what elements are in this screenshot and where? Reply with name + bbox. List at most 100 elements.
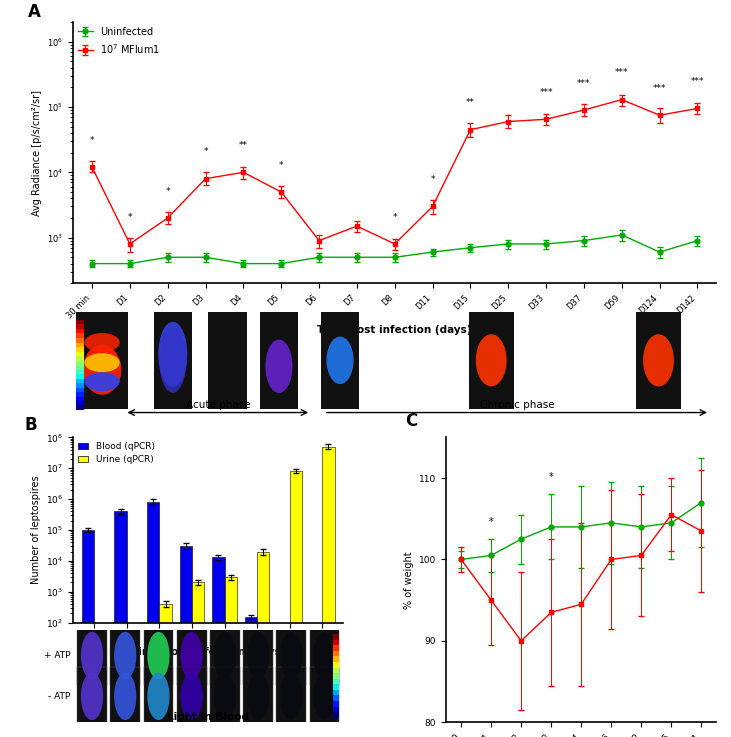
Bar: [333, 635, 339, 640]
Bar: [76, 320, 84, 324]
FancyBboxPatch shape: [276, 667, 306, 726]
Bar: [333, 651, 339, 657]
Ellipse shape: [83, 345, 121, 395]
Text: *: *: [279, 161, 284, 170]
Bar: [333, 662, 339, 668]
Bar: [333, 640, 339, 646]
Bar: [76, 324, 84, 329]
Bar: [192, 582, 205, 737]
Text: *: *: [549, 472, 553, 482]
Ellipse shape: [476, 334, 507, 386]
Text: C: C: [406, 412, 418, 430]
Text: *: *: [203, 147, 208, 156]
Ellipse shape: [327, 337, 354, 384]
Ellipse shape: [280, 673, 303, 720]
Ellipse shape: [247, 632, 269, 680]
Bar: [289, 471, 302, 737]
FancyBboxPatch shape: [210, 667, 240, 726]
Bar: [333, 712, 339, 718]
FancyBboxPatch shape: [77, 626, 107, 685]
FancyBboxPatch shape: [154, 312, 192, 409]
Bar: [76, 374, 84, 379]
Bar: [333, 696, 339, 701]
FancyBboxPatch shape: [177, 667, 206, 726]
Bar: [245, 617, 257, 737]
FancyBboxPatch shape: [310, 626, 339, 685]
Ellipse shape: [81, 673, 103, 720]
Text: *: *: [431, 175, 435, 184]
Bar: [333, 707, 339, 712]
Bar: [76, 392, 84, 397]
Bar: [147, 502, 159, 737]
Bar: [333, 701, 339, 707]
Ellipse shape: [213, 673, 236, 720]
FancyBboxPatch shape: [276, 626, 306, 685]
Bar: [76, 360, 84, 365]
FancyBboxPatch shape: [110, 626, 140, 685]
Bar: [333, 646, 339, 651]
Ellipse shape: [213, 632, 236, 680]
Bar: [76, 333, 84, 338]
Text: ***: ***: [577, 79, 591, 88]
FancyBboxPatch shape: [110, 667, 140, 726]
Bar: [76, 338, 84, 343]
Ellipse shape: [147, 632, 170, 680]
Text: + ATP: + ATP: [44, 651, 70, 660]
Ellipse shape: [147, 673, 170, 720]
Ellipse shape: [114, 632, 137, 680]
Ellipse shape: [314, 673, 336, 720]
Bar: [76, 397, 84, 401]
FancyBboxPatch shape: [243, 667, 273, 726]
Ellipse shape: [84, 353, 120, 372]
Bar: [76, 379, 84, 383]
Ellipse shape: [114, 673, 137, 720]
Legend: Blood (qPCR), Urine (qPCR): Blood (qPCR), Urine (qPCR): [77, 442, 155, 464]
Y-axis label: Avg Radiance [p/s/cm²/sr]: Avg Radiance [p/s/cm²/sr]: [31, 90, 42, 216]
Legend: Uninfected, 10$^7$ MFlum1: Uninfected, 10$^7$ MFlum1: [78, 27, 160, 55]
Bar: [76, 352, 84, 356]
Bar: [159, 604, 172, 737]
Ellipse shape: [280, 632, 303, 680]
Bar: [82, 530, 94, 737]
FancyBboxPatch shape: [210, 626, 240, 685]
Bar: [76, 365, 84, 369]
Text: *: *: [393, 212, 397, 222]
Ellipse shape: [643, 334, 674, 386]
FancyBboxPatch shape: [143, 667, 173, 726]
Text: *: *: [128, 212, 132, 222]
Ellipse shape: [314, 632, 336, 680]
Text: - ATP: - ATP: [48, 692, 70, 701]
Ellipse shape: [247, 673, 269, 720]
FancyBboxPatch shape: [260, 312, 298, 409]
Bar: [76, 388, 84, 392]
Ellipse shape: [159, 322, 187, 387]
FancyBboxPatch shape: [243, 626, 273, 685]
Y-axis label: Number of leptospires: Number of leptospires: [31, 475, 40, 584]
Bar: [76, 343, 84, 347]
FancyBboxPatch shape: [143, 626, 173, 685]
Bar: [76, 369, 84, 374]
Bar: [257, 551, 270, 737]
Text: ***: ***: [653, 84, 667, 93]
Text: Light in Blood: Light in Blood: [167, 712, 249, 722]
Text: ***: ***: [539, 88, 553, 97]
Text: *: *: [165, 186, 170, 195]
Bar: [333, 690, 339, 696]
FancyBboxPatch shape: [636, 312, 681, 409]
Text: A: A: [28, 3, 41, 21]
Ellipse shape: [181, 632, 202, 680]
Text: ***: ***: [615, 69, 629, 77]
FancyBboxPatch shape: [76, 312, 129, 409]
Bar: [76, 356, 84, 360]
FancyBboxPatch shape: [469, 312, 514, 409]
Text: Acute phase: Acute phase: [186, 400, 250, 411]
Bar: [76, 329, 84, 333]
FancyBboxPatch shape: [208, 312, 247, 409]
Ellipse shape: [159, 328, 186, 393]
Bar: [224, 577, 237, 737]
X-axis label: Time post infection (days): Time post infection (days): [317, 326, 472, 335]
Bar: [76, 405, 84, 411]
FancyBboxPatch shape: [310, 667, 339, 726]
Bar: [212, 557, 224, 737]
FancyBboxPatch shape: [321, 312, 360, 409]
